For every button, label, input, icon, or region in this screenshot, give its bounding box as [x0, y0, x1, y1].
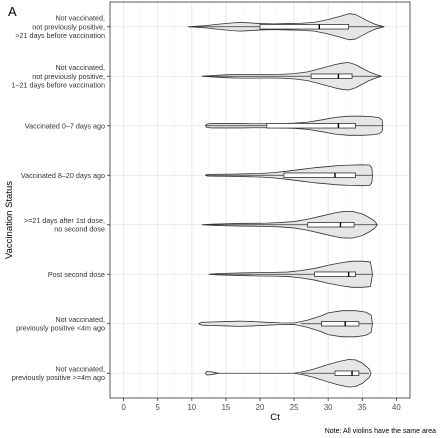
- category-label: 1–21 days before vaccination: [11, 81, 105, 90]
- x-tick-label: 35: [358, 403, 367, 412]
- category-label: not previously positive,: [32, 22, 105, 31]
- x-tick-label: 20: [256, 403, 265, 412]
- category-label: Not vaccinated,: [55, 63, 105, 72]
- category-label: >21 days before vaccination: [15, 31, 105, 40]
- category-label: Not vaccinated,: [55, 315, 105, 324]
- category-label: no second dose: [54, 225, 105, 234]
- x-axis-label: Ct: [270, 412, 280, 423]
- chart-note: Note: All violins have the same area: [325, 428, 436, 435]
- panel-label: A: [8, 4, 17, 19]
- category-label: Vaccinated 0–7 days ago: [25, 121, 105, 130]
- x-tick-label: 25: [290, 403, 299, 412]
- category-label: previously positive >=4m ago: [12, 373, 105, 382]
- box: [314, 271, 356, 277]
- x-tick-label: 40: [392, 403, 401, 412]
- x-tick-label: 10: [187, 403, 196, 412]
- x-tick-label: 0: [121, 403, 126, 412]
- violin-shape: [205, 359, 372, 388]
- box: [307, 222, 355, 228]
- category-label: Vaccinated 8–20 days ago: [21, 171, 105, 180]
- box: [334, 370, 360, 376]
- panel-border: [109, 1, 411, 399]
- box: [283, 172, 356, 178]
- x-tick-label: 30: [324, 403, 333, 412]
- category-label: previously positive <4m ago: [16, 324, 105, 333]
- box: [266, 123, 356, 129]
- box: [310, 73, 353, 79]
- x-tick-label: 15: [222, 403, 231, 412]
- violin-layer: [188, 13, 385, 388]
- y-axis-label: Vaccination Status: [4, 181, 15, 259]
- box: [259, 24, 350, 30]
- grid-layer: [110, 2, 410, 398]
- box: [320, 321, 360, 327]
- category-label: Not vaccinated,: [55, 13, 105, 22]
- category-label: Not vaccinated,: [55, 364, 105, 373]
- category-label: >=21 days after 1st dose,: [24, 216, 105, 225]
- category-label: not previously positive,: [32, 72, 105, 81]
- category-label: Post second dose: [48, 270, 105, 279]
- x-tick-label: 5: [156, 403, 161, 412]
